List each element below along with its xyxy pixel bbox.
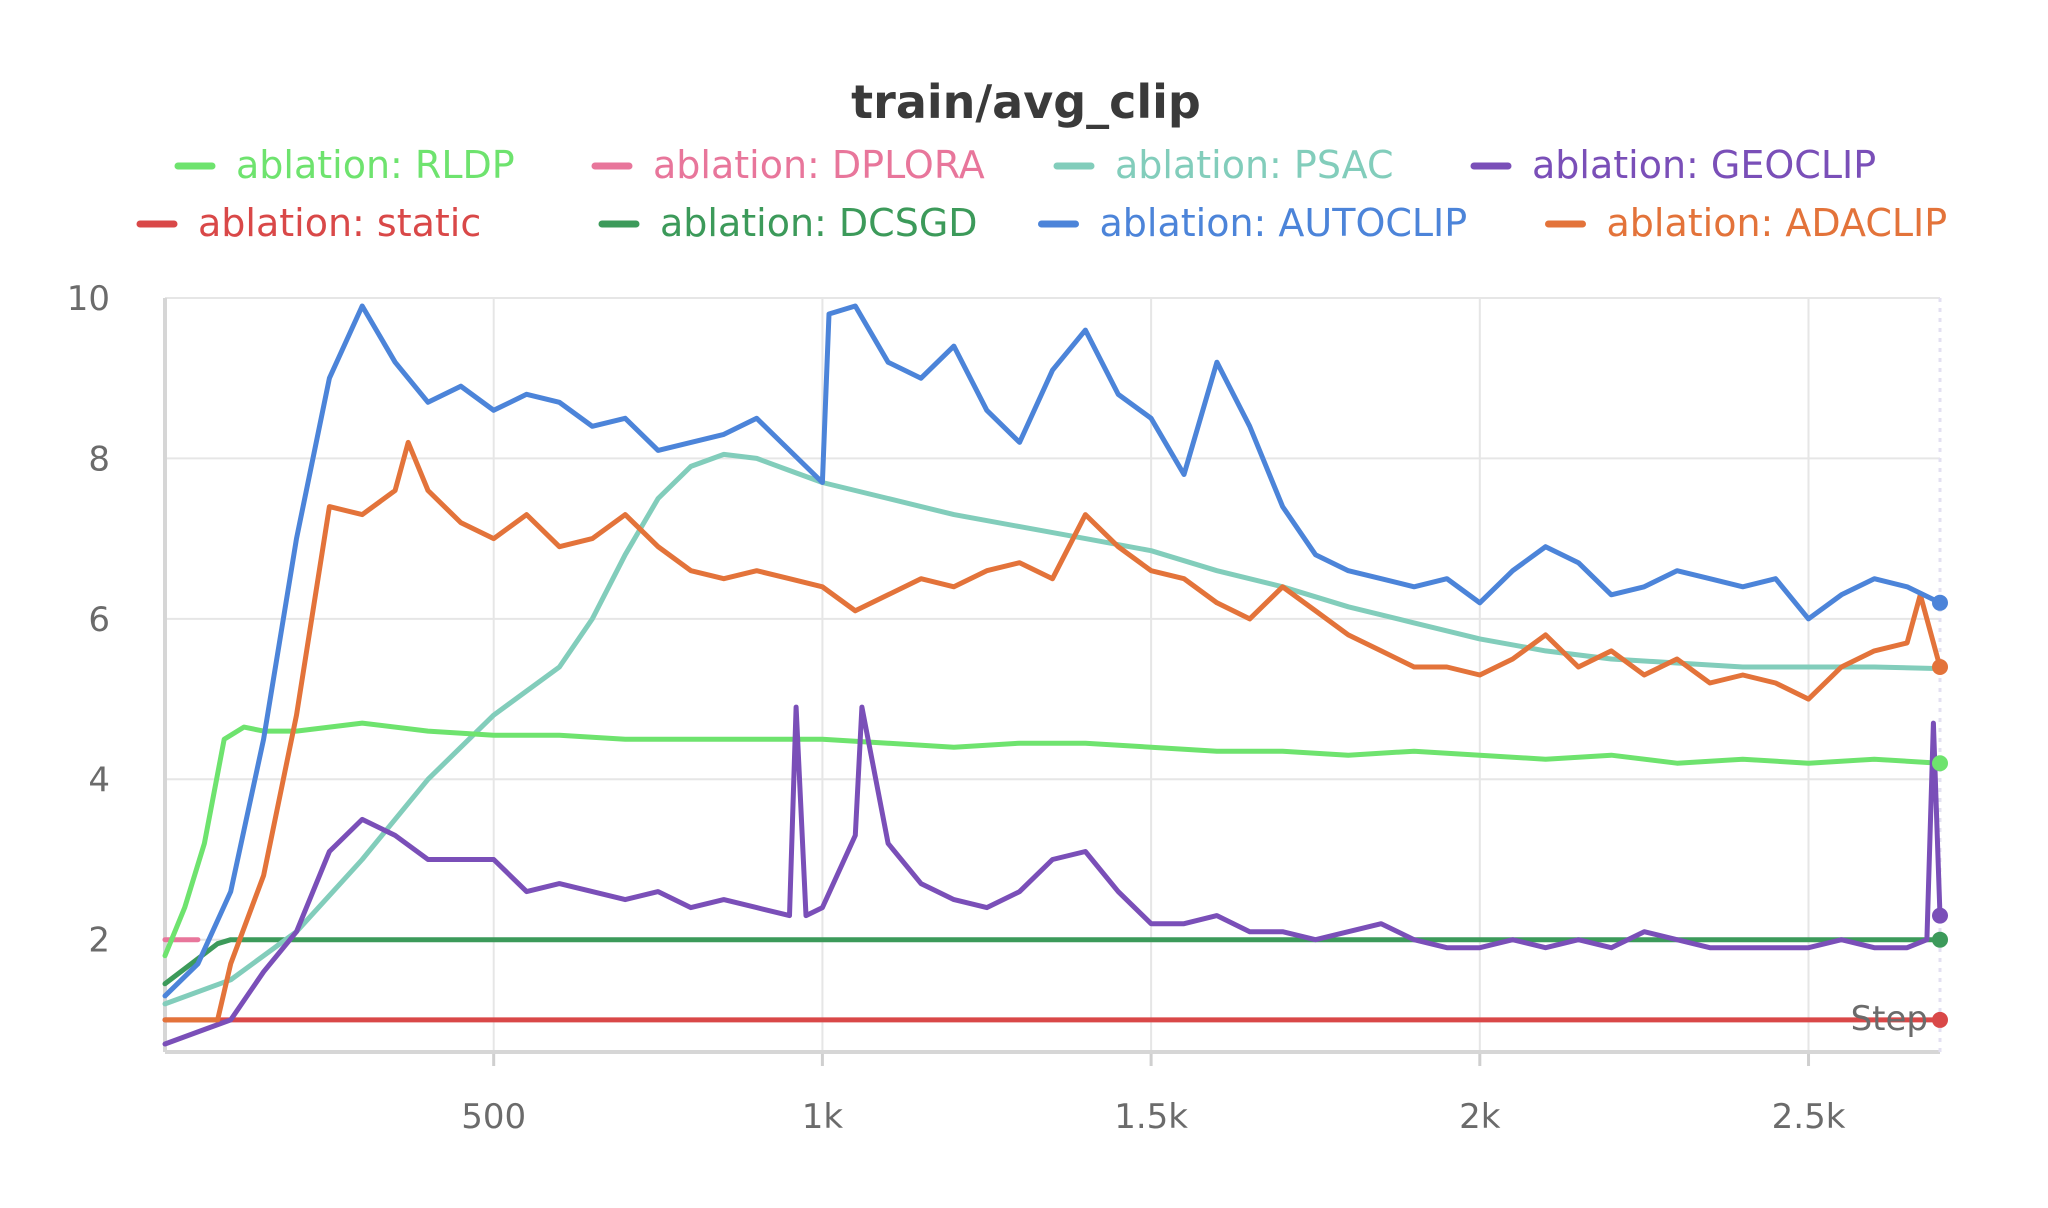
x-tick-label: 2.5k <box>1772 1097 1846 1137</box>
legend-label: ablation: AUTOCLIP <box>1100 201 1468 245</box>
legend-label: ablation: RLDP <box>236 143 515 187</box>
legend-item-adaclip[interactable]: ablation: ADACLIP <box>1545 201 1948 245</box>
y-tick-label: 6 <box>88 600 110 640</box>
series-line-dcsgd <box>162 937 1943 987</box>
chart-title: train/avg_clip <box>851 75 1201 129</box>
legend-label: ablation: GEOCLIP <box>1532 143 1876 187</box>
x-axis-label: Step <box>1851 999 1928 1039</box>
y-tick-label: 4 <box>88 760 110 800</box>
y-tick-label: 2 <box>88 921 110 961</box>
series-line-adaclip <box>162 439 1943 1023</box>
end-marker-adaclip <box>1932 658 1948 675</box>
legend: ablation: RLDP ablation: DPLORA ablation: … <box>136 143 1948 245</box>
legend-item-geoclip[interactable]: ablation: GEOCLIP <box>1470 143 1876 187</box>
legend-label: ablation: DCSGD <box>660 201 978 245</box>
series-layer <box>162 303 1943 1047</box>
legend-label: ablation: ADACLIP <box>1607 201 1948 245</box>
legend-item-dplora[interactable]: ablation: DPLORA <box>591 143 985 187</box>
axis-layer: 2 4 6 8 10 500 1k 1.5k 2k 2.5k <box>67 279 1942 1137</box>
x-tick-label: 1.5k <box>1114 1097 1188 1137</box>
legend-item-autoclip[interactable]: ablation: AUTOCLIP <box>1038 201 1468 245</box>
x-tick-label: 1k <box>802 1097 844 1137</box>
end-marker-dcsgd <box>1932 931 1948 948</box>
end-marker-static <box>1932 1011 1948 1028</box>
legend-label: ablation: static <box>198 201 481 245</box>
legend-item-psac[interactable]: ablation: PSAC <box>1053 143 1394 187</box>
series-line-rldp <box>162 720 1943 959</box>
x-tick-label: 500 <box>461 1097 526 1137</box>
end-marker-autoclip <box>1932 594 1948 611</box>
legend-item-rldp[interactable]: ablation: RLDP <box>174 143 515 187</box>
series-line-geoclip <box>162 704 1943 1047</box>
marker-layer <box>1932 594 1948 1028</box>
grid-layer <box>165 297 1940 1052</box>
y-tick-label: 8 <box>88 439 110 479</box>
y-tick-label: 10 <box>67 279 110 319</box>
end-marker-rldp <box>1932 755 1948 772</box>
legend-item-dcsgd[interactable]: ablation: DCSGD <box>598 201 978 245</box>
series-line-autoclip <box>162 303 1943 999</box>
legend-item-static[interactable]: ablation: static <box>136 201 481 245</box>
legend-label: ablation: PSAC <box>1115 143 1394 187</box>
x-tick-label: 2k <box>1459 1097 1501 1137</box>
end-marker-geoclip <box>1932 907 1948 924</box>
legend-label: ablation: DPLORA <box>653 143 985 187</box>
